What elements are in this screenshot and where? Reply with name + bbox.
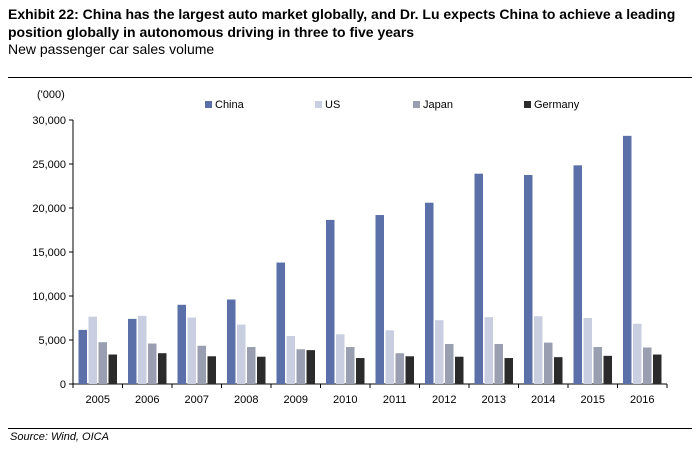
x-tick-label: 2016 [630,394,654,406]
bar-us-2008 [237,324,246,384]
y-tick-label: 25,000 [32,159,66,171]
chart-subtitle: New passenger car sales volume [8,41,215,57]
x-tick-label: 2014 [531,394,555,406]
legend-swatch-us [315,101,322,108]
bar-china-2007 [177,304,186,384]
y-axis-unit-label: ('000) [37,89,65,101]
legend-label-japan: Japan [423,99,453,111]
bar-us-2016 [633,323,642,384]
legend-swatch-germany [524,101,531,108]
bar-china-2013 [474,173,483,384]
bar-germany-2006 [158,353,167,384]
x-tick-label: 2011 [383,394,407,406]
y-tick-label: 20,000 [32,203,66,215]
y-tick-label: 0 [60,379,66,391]
bar-china-2011 [375,215,384,384]
bar-us-2006 [138,315,147,384]
bar-japan-2005 [98,342,107,384]
bar-germany-2010 [356,358,365,384]
bar-japan-2011 [395,353,404,384]
bars-group [78,135,662,384]
source-note: Source: Wind, OICA [10,431,109,443]
y-tick-label: 15,000 [32,247,66,259]
bar-china-2005 [78,329,87,384]
bar-germany-2013 [504,358,513,384]
bar-china-2015 [573,165,582,384]
legend-label-germany: Germany [534,99,580,111]
bar-germany-2015 [603,355,612,384]
bar-germany-2007 [207,356,216,384]
bar-us-2015 [583,318,592,384]
bar-china-2010 [326,219,335,384]
bar-japan-2008 [247,347,256,384]
bar-germany-2009 [306,350,315,384]
x-tick-label: 2010 [333,394,357,406]
legend-swatch-china [205,101,212,108]
bar-germany-2011 [405,356,414,384]
bar-us-2012 [435,320,444,384]
x-tick-label: 2013 [482,394,506,406]
legend-swatch-japan [413,101,420,108]
x-tick-label: 2007 [185,394,209,406]
top-divider [8,77,692,78]
bar-japan-2009 [296,349,305,384]
bar-japan-2010 [346,347,355,384]
chart-title: Exhibit 22: China has the largest auto m… [8,6,676,40]
bar-us-2014 [534,316,543,384]
bar-china-2012 [425,202,434,384]
x-tick-label: 2009 [284,394,308,406]
bottom-divider [8,428,692,429]
bar-us-2005 [88,316,97,384]
bar-japan-2007 [197,345,206,384]
bar-china-2016 [623,135,632,384]
bar-japan-2014 [544,342,553,384]
bar-us-2007 [187,317,196,384]
x-tick-label: 2006 [135,394,159,406]
bar-germany-2016 [653,354,662,384]
x-tick-label: 2008 [234,394,258,406]
bar-china-2008 [227,299,236,384]
bar-japan-2006 [148,343,157,384]
x-axis: 2005 2006 2007 2008 2009 2010 2011 2012 2013 2014… [72,383,668,406]
legend-label-china: China [215,99,245,111]
bar-us-2009 [286,336,295,384]
x-tick-label: 2005 [86,394,110,406]
bar-japan-2013 [494,343,503,384]
bar-us-2013 [484,317,493,384]
bar-japan-2015 [593,347,602,384]
bar-germany-2005 [108,354,117,384]
x-tick-label: 2012 [432,394,456,406]
legend-label-us: US [325,99,340,111]
bar-us-2010 [336,334,345,384]
bar-germany-2014 [554,357,563,384]
y-tick-label: 30,000 [32,115,66,127]
x-tick-label: 2015 [581,394,605,406]
bar-us-2011 [385,330,394,384]
bar-germany-2008 [257,356,266,384]
y-axis: 0 5,000 10,000 15,000 20,000 25,000 30,000 [32,115,74,391]
bar-china-2009 [276,262,285,384]
bar-japan-2012 [445,343,454,384]
bar-japan-2016 [643,347,652,384]
y-tick-label: 5,000 [38,335,66,347]
bar-germany-2012 [455,356,464,384]
y-tick-label: 10,000 [32,291,66,303]
bar-china-2006 [128,318,137,384]
bar-china-2014 [524,175,533,384]
legend: China US Japan Germany [205,99,580,111]
